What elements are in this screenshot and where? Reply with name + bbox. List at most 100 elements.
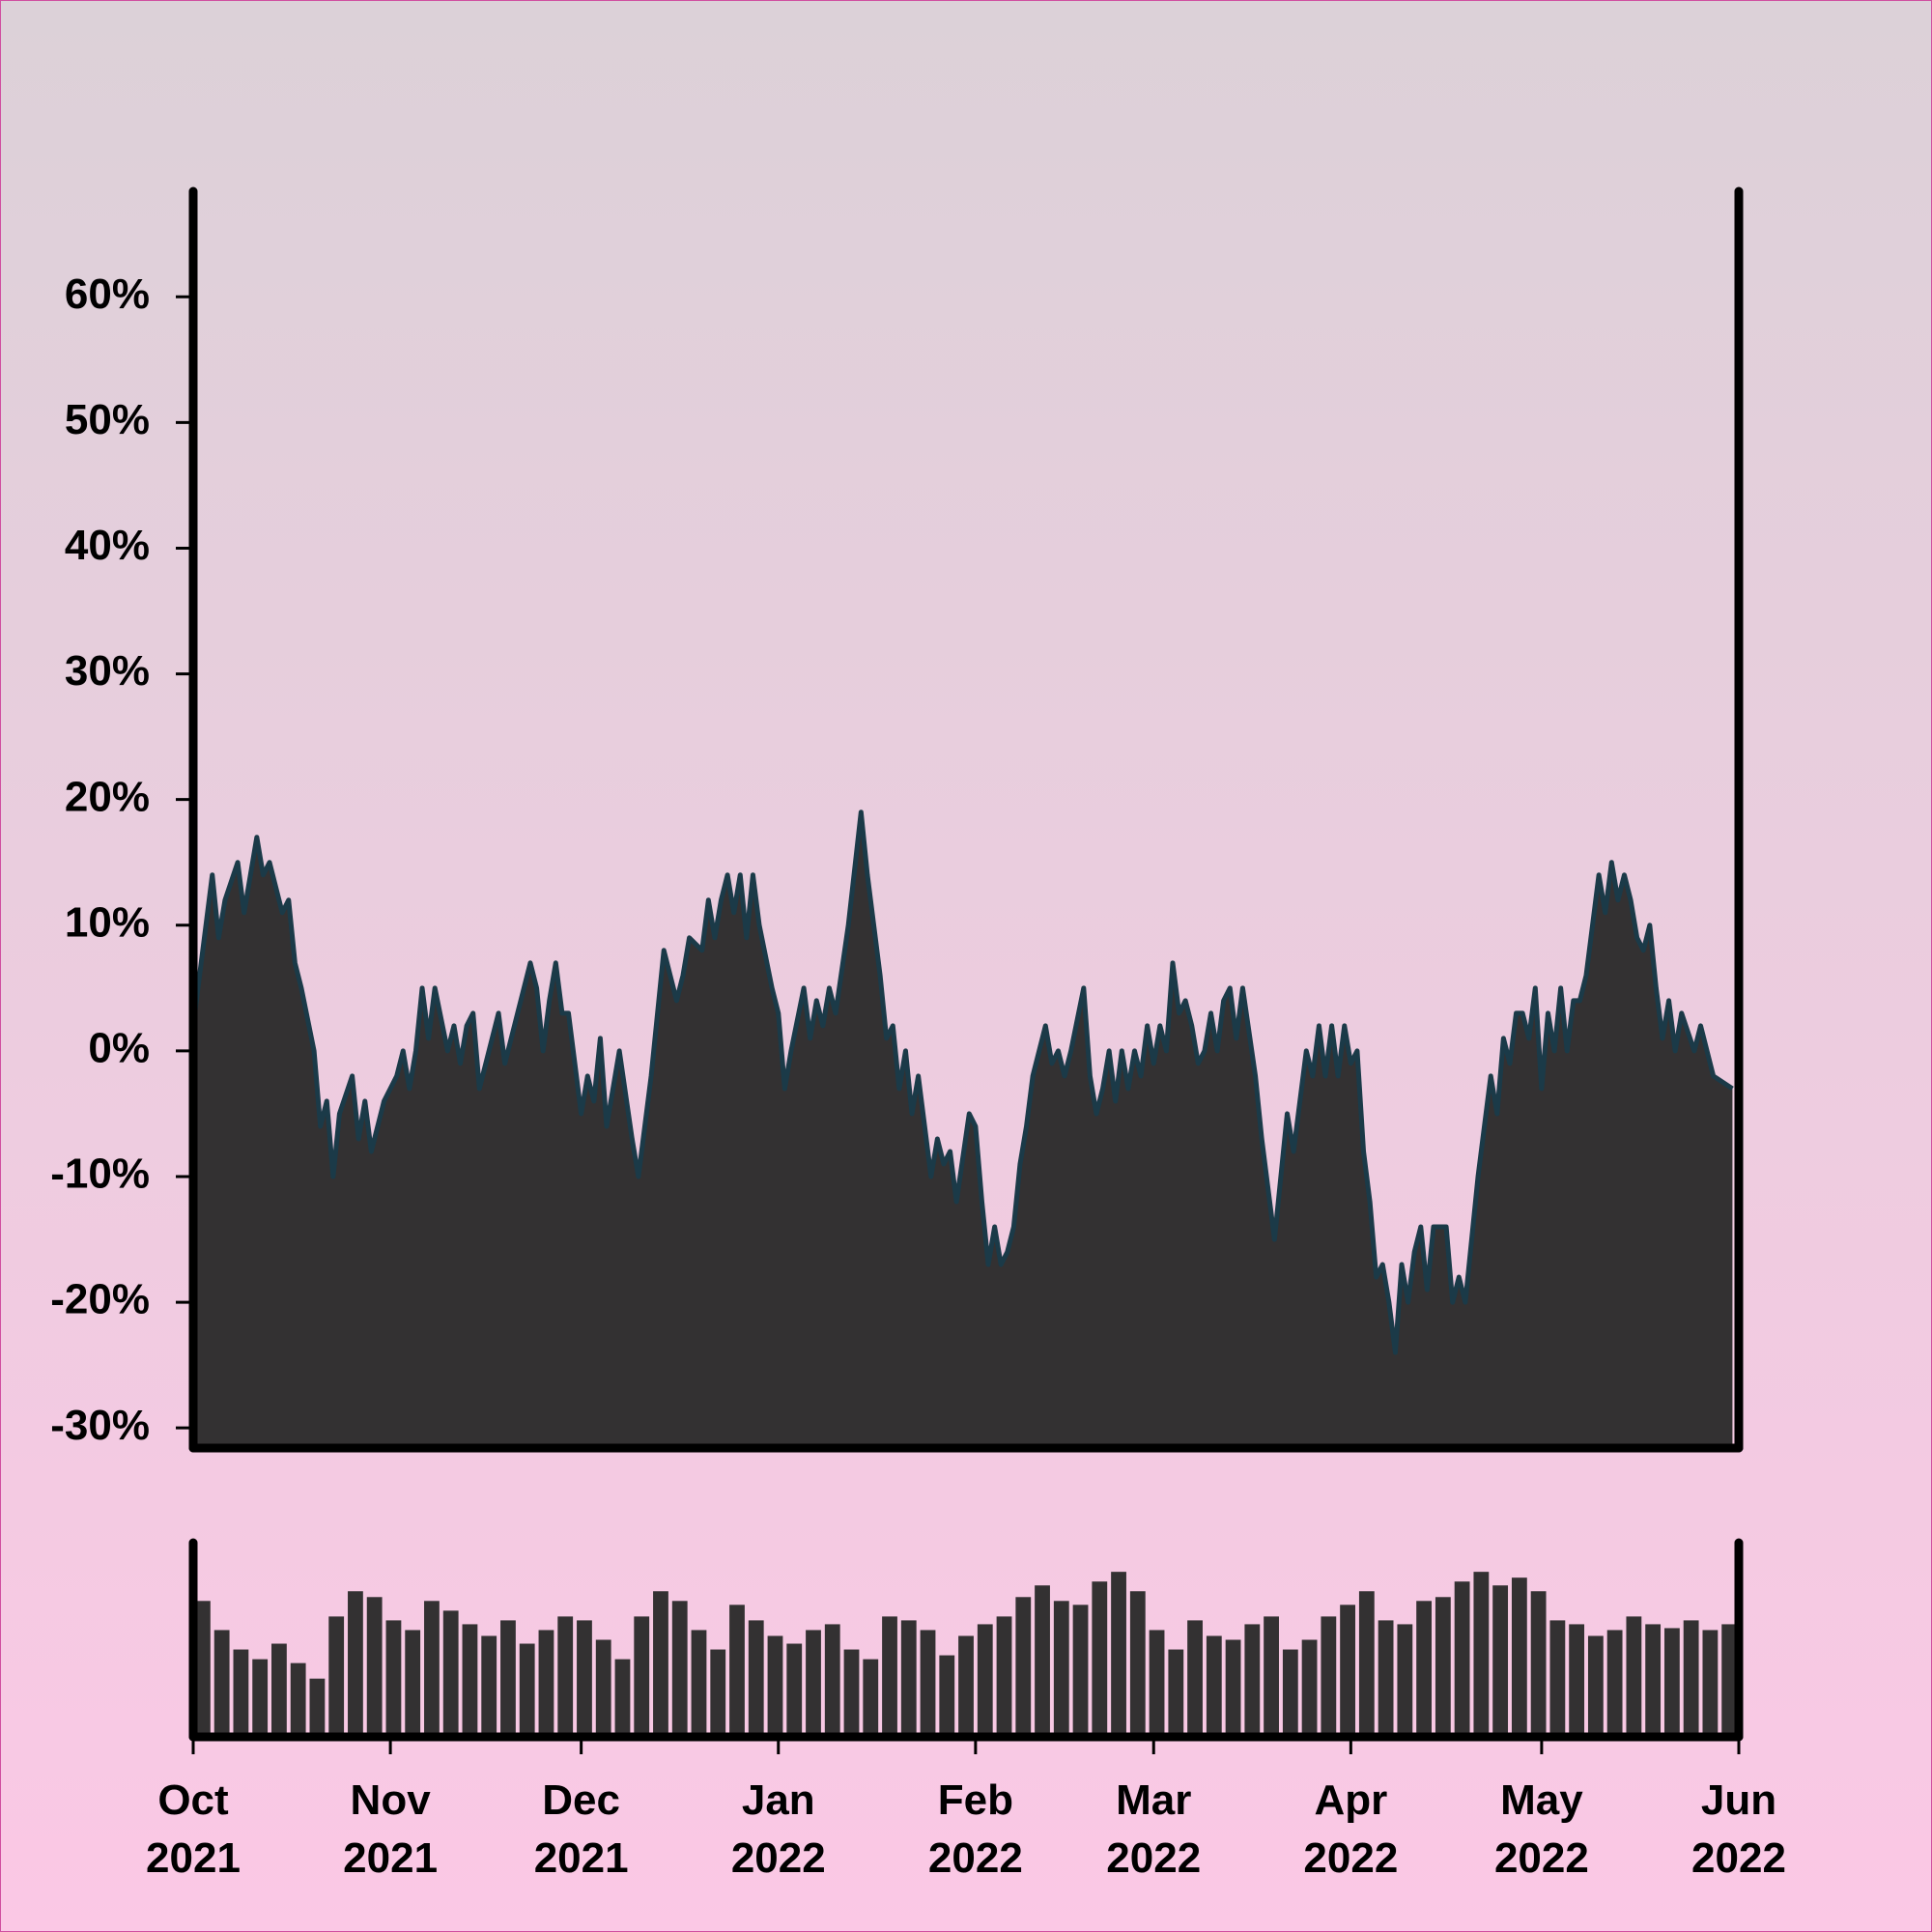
x-tick-label-line: 2022 xyxy=(1106,1834,1201,1882)
x-tick-label-line: 2022 xyxy=(928,1834,1023,1882)
volume-bar xyxy=(882,1616,897,1737)
volume-bar xyxy=(1663,1628,1680,1737)
volume-bar xyxy=(348,1591,363,1737)
volume-bar xyxy=(366,1597,383,1737)
volume-bar xyxy=(1492,1585,1509,1737)
volume-bar xyxy=(213,1630,230,1737)
volume-bar xyxy=(385,1620,402,1737)
volume-bar xyxy=(729,1605,745,1737)
volume-bar xyxy=(614,1659,631,1737)
volume-bar xyxy=(1549,1620,1566,1737)
volume-bar xyxy=(671,1601,688,1737)
volume-bar xyxy=(653,1591,668,1737)
x-tick-label-line: Jun xyxy=(1701,1776,1776,1824)
volume-bar xyxy=(500,1620,516,1737)
x-tick-label-line: Mar xyxy=(1116,1776,1191,1824)
volume-bar xyxy=(1149,1630,1165,1737)
volume-bar xyxy=(1225,1639,1241,1737)
volume-bar xyxy=(1358,1591,1375,1737)
x-tick-label: Jun 2022 xyxy=(1691,1776,1786,1882)
volume-bar xyxy=(290,1662,306,1737)
y-tick-label: -30% xyxy=(50,1402,150,1449)
volume-bar xyxy=(577,1620,592,1737)
volume-bar xyxy=(939,1655,955,1737)
x-tick-label-line: 2022 xyxy=(1303,1834,1398,1882)
volume-bar xyxy=(806,1630,821,1737)
x-tick-label-line: May xyxy=(1500,1776,1583,1824)
x-tick-label: Feb 2022 xyxy=(928,1776,1023,1882)
volume-bar xyxy=(1416,1601,1432,1737)
volume-bar xyxy=(1473,1572,1490,1737)
volume-bar xyxy=(195,1601,211,1737)
volume-bar xyxy=(1530,1591,1547,1737)
x-tick-label-line: Feb xyxy=(938,1776,1013,1824)
volume-bar xyxy=(1321,1616,1337,1737)
y-tick-label: 20% xyxy=(65,773,150,820)
volume-bar xyxy=(595,1639,611,1737)
volume-bar xyxy=(1244,1624,1261,1737)
volume-bar xyxy=(1721,1624,1738,1737)
volume-bar xyxy=(843,1649,860,1737)
volume-bar xyxy=(1111,1572,1126,1737)
volume-bar xyxy=(1378,1620,1394,1737)
volume-bar xyxy=(1683,1620,1699,1737)
x-tick-label-line: 2022 xyxy=(1691,1834,1786,1882)
x-tick-label-line: 2022 xyxy=(1494,1834,1589,1882)
x-tick-label-line: Dec xyxy=(542,1776,620,1824)
volume-bar xyxy=(786,1643,803,1737)
volume-bar xyxy=(1511,1577,1527,1737)
volume-bar xyxy=(1340,1605,1355,1737)
volume-bar xyxy=(1053,1601,1069,1737)
volume-bar xyxy=(634,1616,650,1737)
volume-bar xyxy=(1606,1630,1623,1737)
y-tick-label: -20% xyxy=(50,1276,150,1323)
volume-bar xyxy=(1626,1616,1642,1737)
volume-bar xyxy=(1264,1616,1279,1737)
volume-bar xyxy=(1702,1630,1719,1737)
volume-bar xyxy=(1435,1597,1451,1737)
volume-bar xyxy=(405,1630,421,1737)
volume-bar xyxy=(1569,1624,1585,1737)
volume-bar xyxy=(328,1616,345,1737)
x-tick-label-line: Jan xyxy=(742,1776,815,1824)
volume-bar xyxy=(1187,1620,1203,1737)
volume-bar xyxy=(900,1620,917,1737)
x-tick-label: Oct 2021 xyxy=(146,1776,241,1882)
volume-bar xyxy=(824,1624,840,1737)
volume-bar xyxy=(1092,1581,1108,1737)
volume-bar xyxy=(481,1635,497,1737)
y-tick-label: -10% xyxy=(50,1151,150,1198)
volume-bar xyxy=(1454,1581,1470,1737)
volume-bar xyxy=(1282,1649,1298,1737)
area-line xyxy=(190,810,1734,1355)
x-tick-label-line: 2021 xyxy=(146,1834,241,1882)
y-tick-label: 50% xyxy=(65,396,150,443)
x-tick-label: Apr 2022 xyxy=(1303,1776,1398,1882)
volume-bar xyxy=(233,1649,249,1737)
volume-bar xyxy=(1129,1591,1146,1737)
volume-bar xyxy=(958,1635,974,1737)
volume-bar xyxy=(767,1635,783,1737)
y-tick-label: 10% xyxy=(65,898,150,946)
volume-bar xyxy=(977,1624,993,1737)
volume-bar xyxy=(748,1620,764,1737)
volume-bar xyxy=(996,1616,1012,1737)
x-tick-label: Dec 2021 xyxy=(534,1776,629,1882)
volume-bar xyxy=(1072,1605,1089,1737)
x-tick-label: Nov 2021 xyxy=(343,1776,438,1882)
x-tick-label: May 2022 xyxy=(1494,1776,1589,1882)
x-tick-label-line: 2022 xyxy=(731,1834,826,1882)
volume-bar xyxy=(920,1630,936,1737)
volume-bar xyxy=(424,1601,440,1737)
x-tick-label: Jan 2022 xyxy=(731,1776,826,1882)
volume-bar xyxy=(1397,1624,1413,1737)
volume-bar xyxy=(1206,1635,1222,1737)
volume-bar xyxy=(1587,1635,1604,1737)
volume-bar xyxy=(1301,1639,1318,1737)
volume-bar xyxy=(462,1624,478,1737)
y-tick-label: 40% xyxy=(65,522,150,569)
volume-bar xyxy=(309,1678,326,1737)
volume-bar xyxy=(710,1649,726,1737)
x-tick-label-line: Apr xyxy=(1314,1776,1387,1824)
